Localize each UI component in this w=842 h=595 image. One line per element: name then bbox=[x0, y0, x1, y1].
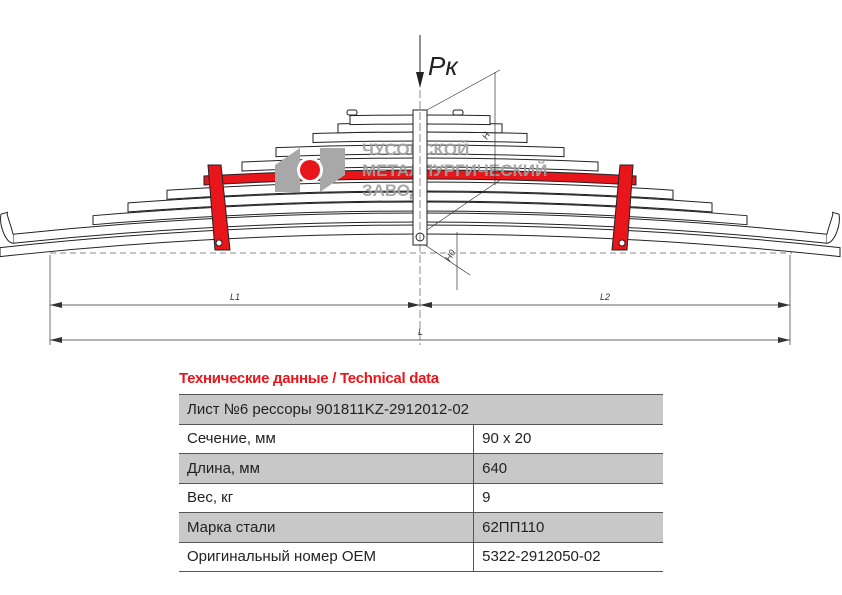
spec-label: Марка стали bbox=[179, 512, 474, 543]
table-row: Длина, мм 640 bbox=[179, 453, 663, 484]
spring-leaf bbox=[127, 191, 713, 213]
specs-table: Лист №6 рессоры 901811KZ-2912012-02 Сече… bbox=[179, 394, 663, 572]
l1-label: L1 bbox=[230, 292, 240, 302]
specs-header: Лист №6 рессоры 901811KZ-2912012-02 bbox=[179, 394, 663, 425]
spring-eye bbox=[0, 211, 14, 244]
force-arrow: Pк bbox=[416, 35, 459, 88]
h-dimension bbox=[424, 69, 501, 290]
spring-drawing: ЧУСОВСКОЙ МЕТАЛЛУРГИЧЕСКИЙ ЗАВОД Pк H H0 bbox=[0, 35, 841, 345]
spec-label: Вес, кг bbox=[179, 483, 474, 513]
table-row: Марка стали 62ПП110 bbox=[179, 512, 663, 543]
spec-label: Сечение, мм bbox=[179, 424, 474, 454]
table-row: Сечение, мм 90 x 20 bbox=[179, 424, 663, 454]
l-label: L bbox=[418, 327, 423, 337]
table-row: Вес, кг 9 bbox=[179, 483, 663, 513]
rivet bbox=[452, 109, 464, 116]
h-label: H bbox=[480, 130, 492, 141]
watermark-line3: ЗАВОД bbox=[362, 181, 422, 200]
spec-value: 5322-2912050-02 bbox=[473, 542, 663, 572]
table-row: Оригинальный номер OEM 5322-2912050-02 bbox=[179, 542, 663, 572]
spec-value: 90 x 20 bbox=[473, 424, 663, 454]
specs-header-row: Лист №6 рессоры 901811KZ-2912012-02 bbox=[179, 394, 663, 425]
spring-leaf bbox=[0, 224, 841, 258]
spec-value: 9 bbox=[473, 483, 663, 513]
spec-value: 640 bbox=[473, 453, 663, 484]
rivet bbox=[346, 109, 358, 116]
spec-label: Оригинальный номер OEM bbox=[179, 542, 474, 572]
spec-value: 62ПП110 bbox=[473, 512, 663, 543]
spring-leaf bbox=[92, 201, 748, 226]
clamp-right bbox=[611, 164, 634, 251]
specs-title: Технические данные / Technical data bbox=[179, 370, 439, 387]
spring-eye bbox=[826, 211, 840, 244]
spec-label: Длина, мм bbox=[179, 453, 474, 484]
clamp-left bbox=[207, 164, 231, 251]
l2-label: L2 bbox=[600, 292, 610, 302]
force-label: Pк bbox=[428, 51, 459, 81]
watermark-logo: ЧУСОВСКОЙ МЕТАЛЛУРГИЧЕСКИЙ ЗАВОД bbox=[275, 140, 547, 200]
h0-label: H0 bbox=[443, 248, 457, 263]
watermark-line2: МЕТАЛЛУРГИЧЕСКИЙ bbox=[362, 161, 547, 180]
